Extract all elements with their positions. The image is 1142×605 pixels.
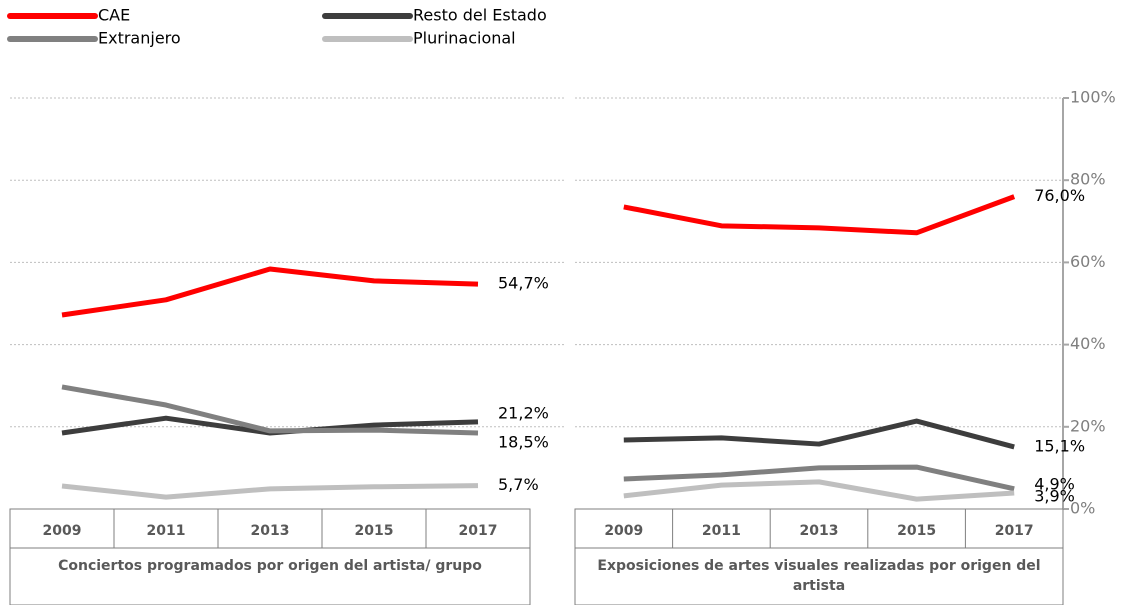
data-label: 15,1% [1034,436,1085,455]
category-frame [9,508,531,605]
legend-label: Resto del Estado [413,6,547,25]
series-line [623,464,1015,492]
data-label: 76,0% [1034,186,1085,205]
data-label: 54,7% [498,274,549,293]
x-tick-label: 2015 [355,523,394,539]
chart-title: Conciertos programados por origen del ar… [58,558,482,574]
x-tick-label: 2013 [800,523,839,539]
series-line [623,418,1015,450]
x-tick-label: 2015 [897,523,936,539]
chart-title: Exposiciones de artes visuales realizada… [597,558,1041,594]
x-tick-label: 2017 [995,523,1034,539]
data-label: 18,5% [498,432,549,451]
data-label: 4,9% [1034,474,1075,493]
y-tick-label: 80% [1070,170,1106,189]
series-line [623,194,1016,236]
x-tick-label: 2017 [459,523,498,539]
series-line [61,384,479,436]
x-tick-label: 2013 [251,523,290,539]
y-tick-label: 0% [1070,499,1095,518]
x-tick-label: 2011 [702,523,741,539]
category-frame [574,508,1064,605]
series-line [61,266,479,318]
y-tick-label: 60% [1070,252,1106,271]
data-label: 3,9% [1034,486,1075,505]
x-tick-label: 2011 [147,523,186,539]
series-line [623,479,1015,502]
y-tick-label: 20% [1070,416,1106,435]
series-line [61,483,479,500]
x-tick-label: 2009 [604,523,643,539]
data-label: 5,7% [498,475,539,494]
data-label: 21,2% [498,403,549,422]
x-tick-label: 2009 [43,523,82,539]
y-tick-label: 40% [1070,334,1106,353]
y-tick-label: 100% [1070,88,1116,107]
legend-label: CAE [98,6,130,25]
legend-label: Extranjero [98,29,181,48]
legend-label: Plurinacional [413,29,516,48]
